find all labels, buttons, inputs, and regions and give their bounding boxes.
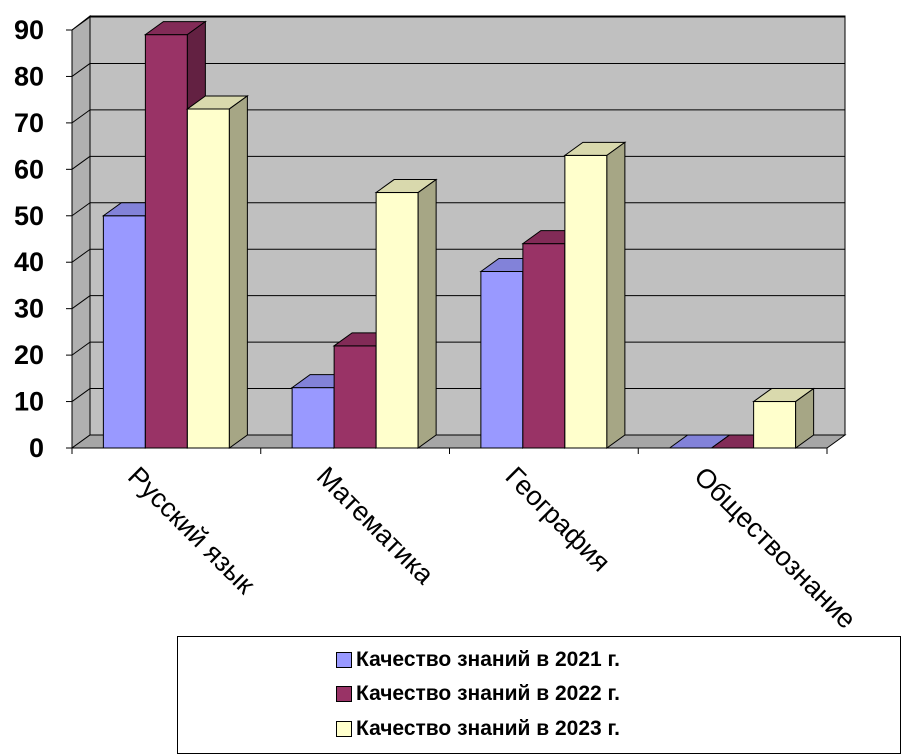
bar-front <box>333 345 377 449</box>
gridline-side <box>71 341 91 356</box>
gridline-side <box>71 248 91 263</box>
legend-label-2021: Качество знаний в 2021 г. <box>356 648 620 671</box>
gridline-side <box>71 109 91 124</box>
y-tick-label: 60 <box>14 154 44 184</box>
gridline-side <box>71 63 91 77</box>
bar-front <box>564 154 608 449</box>
legend-item-2023: Качество знаний в 2023 г. <box>336 716 620 742</box>
x-tick-label: Обществознание <box>688 461 861 634</box>
bar-side <box>228 94 248 449</box>
bar <box>563 141 627 449</box>
gridline-side <box>71 155 91 170</box>
legend-swatch-2023 <box>336 721 352 737</box>
x-tick-label: Математика <box>311 461 440 590</box>
y-tick-label: 90 <box>14 15 44 45</box>
bar <box>374 178 438 449</box>
legend-swatch-2021 <box>336 652 352 668</box>
bar-front <box>480 271 524 449</box>
x-tick-label: География <box>500 461 616 577</box>
bar-front <box>375 192 419 449</box>
bar-front <box>186 108 230 449</box>
y-tick-label: 80 <box>14 61 44 91</box>
bar-chart: 0 10 20 30 40 50 60 70 80 90 Русский язык Математи… <box>14 14 862 635</box>
gridline-side <box>71 202 91 217</box>
x-axis: Русский язык Математика География Обществоз… <box>71 447 862 635</box>
y-tick-label: 0 <box>29 433 44 463</box>
y-tick-label: 30 <box>14 294 44 324</box>
bar-side <box>795 387 815 449</box>
bar-front <box>144 34 188 449</box>
bar-side <box>606 141 626 449</box>
bar-front <box>522 243 566 449</box>
gridline-side <box>71 295 91 310</box>
bar <box>185 94 249 449</box>
bar-front <box>753 401 797 449</box>
legend-label-2022: Качество знаний в 2022 г. <box>356 682 620 705</box>
legend: Качество знаний в 2021 г. Качество знани… <box>177 636 901 754</box>
legend-swatch-2022 <box>336 686 352 702</box>
gridline-side <box>71 388 91 402</box>
bar-side <box>417 178 437 449</box>
y-axis: 0 10 20 30 40 50 60 70 80 90 <box>14 15 73 463</box>
y-tick-label: 70 <box>14 108 44 138</box>
bar-front <box>102 215 146 449</box>
legend-item-2021: Качество знаний в 2021 г. <box>336 647 620 673</box>
bar <box>752 387 816 449</box>
legend-label-2023: Качество знаний в 2023 г. <box>356 717 620 740</box>
legend-item-2022: Качество знаний в 2022 г. <box>336 681 620 707</box>
y-tick-label: 50 <box>14 201 44 231</box>
y-tick-label: 10 <box>14 387 44 417</box>
y-tick-label: 40 <box>14 247 44 277</box>
x-tick-label: Русский язык <box>122 461 261 600</box>
gridline-side <box>71 16 91 31</box>
chart-side-wall <box>71 14 91 449</box>
bar-front <box>291 387 335 449</box>
bars <box>101 20 816 449</box>
y-tick-label: 20 <box>14 340 44 370</box>
